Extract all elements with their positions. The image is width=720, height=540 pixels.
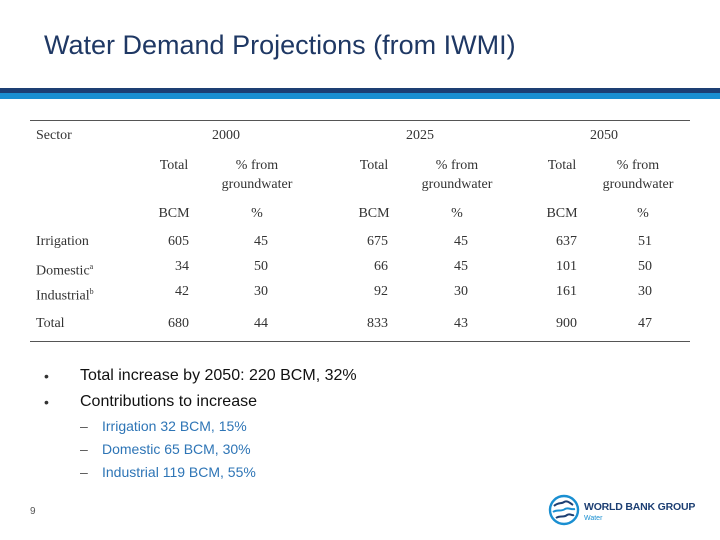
cell-pct-2025: 43 — [454, 316, 468, 331]
sub-bullet-item: Irrigation 32 BCM, 15% — [102, 418, 247, 434]
subheader-pct-2025-line1: % from — [435, 158, 479, 173]
cell-total-2050: 900 — [556, 316, 577, 331]
sub-bullet-item: Industrial 119 BCM, 55% — [102, 464, 256, 480]
subheader-pct-2050-line1: % from — [616, 158, 660, 173]
sub-bullet-marker: – — [80, 464, 88, 480]
cell-pct-2025: 30 — [454, 284, 468, 299]
cell-pct-2000: 30 — [254, 284, 268, 299]
year-2000-header: 2000 — [212, 128, 240, 143]
cell-pct-2050: 51 — [638, 234, 652, 249]
table-bottom-rule — [30, 341, 690, 342]
logo-name: WORLD BANK GROUP — [584, 501, 696, 513]
globe-icon — [548, 494, 580, 526]
cell-pct-2025: 45 — [454, 234, 468, 249]
sub-bullet-marker: – — [80, 441, 88, 457]
logo-subtitle: Water — [584, 515, 603, 522]
unit-bcm-2025: BCM — [358, 206, 390, 221]
cell-total-2050: 161 — [556, 284, 577, 299]
cell-total-2025: 833 — [367, 316, 388, 331]
world-bank-logo: WORLD BANK GROUP Water — [548, 494, 708, 528]
subheader-pct-2000-line1: % from — [235, 158, 279, 173]
cell-total-2050: 101 — [556, 259, 577, 274]
page-number: 9 — [30, 506, 36, 517]
header-rule-blue — [0, 93, 720, 99]
cell-total-2000: 34 — [175, 259, 189, 274]
subheader-pct-2025-line2: groundwater — [421, 177, 493, 192]
sub-bullet-marker: – — [80, 418, 88, 434]
bullet-item: Total increase by 2050: 220 BCM, 32% — [80, 367, 357, 384]
row-sector: Domestica — [36, 262, 94, 279]
table-top-rule — [30, 120, 690, 121]
year-2025-header: 2025 — [406, 128, 434, 143]
unit-pct-2025: % — [451, 206, 463, 221]
cell-total-2000: 680 — [168, 316, 189, 331]
cell-pct-2000: 44 — [254, 316, 268, 331]
unit-bcm-2050: BCM — [546, 206, 578, 221]
sub-bullet-item: Domestic 65 BCM, 30% — [102, 441, 251, 457]
cell-pct-2025: 45 — [454, 259, 468, 274]
bullet-marker: • — [44, 394, 49, 410]
row-sector: Industrialb — [36, 287, 94, 304]
cell-total-2025: 675 — [367, 234, 388, 249]
cell-total-2000: 605 — [168, 234, 189, 249]
bullet-marker: • — [44, 368, 49, 384]
cell-total-2025: 92 — [374, 284, 388, 299]
cell-total-2025: 66 — [374, 259, 388, 274]
bullet-item: Contributions to increase — [80, 393, 257, 410]
sector-header: Sector — [36, 128, 72, 143]
subheader-total-2025: Total — [359, 158, 389, 173]
cell-pct-2050: 47 — [638, 316, 652, 331]
cell-pct-2050: 50 — [638, 259, 652, 274]
cell-pct-2000: 50 — [254, 259, 268, 274]
subheader-pct-2050-line2: groundwater — [602, 177, 674, 192]
slide-title: Water Demand Projections (from IWMI) — [44, 30, 516, 60]
cell-total-2050: 637 — [556, 234, 577, 249]
unit-pct-2050: % — [637, 206, 649, 221]
subheader-pct-2000-line2: groundwater — [221, 177, 293, 192]
cell-pct-2050: 30 — [638, 284, 652, 299]
subheader-total-2050: Total — [547, 158, 577, 173]
row-sector: Total — [36, 316, 65, 331]
cell-total-2000: 42 — [175, 284, 189, 299]
subheader-total-2000: Total — [159, 158, 189, 173]
year-2050-header: 2050 — [590, 128, 618, 143]
water-demand-table: Sector 2000 2025 2050 Total % from groun… — [24, 120, 690, 342]
header-rule-dark — [0, 88, 720, 93]
cell-pct-2000: 45 — [254, 234, 268, 249]
unit-bcm-2000: BCM — [158, 206, 190, 221]
unit-pct-2000: % — [251, 206, 263, 221]
row-sector: Irrigation — [36, 234, 89, 249]
